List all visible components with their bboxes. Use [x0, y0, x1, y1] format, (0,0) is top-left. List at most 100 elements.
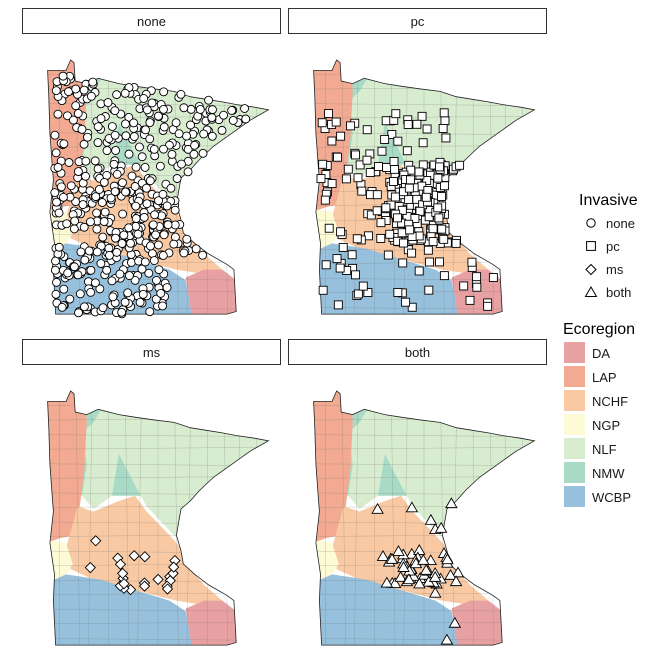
site-point-circle: [137, 264, 147, 274]
site-point-square: [418, 138, 428, 148]
site-point-circle: [198, 148, 208, 158]
site-point-circle: [142, 183, 151, 193]
site-point-circle: [149, 256, 159, 266]
site-point-circle: [158, 301, 167, 311]
site-point-circle: [63, 268, 73, 278]
site-point-square: [357, 186, 367, 196]
county-line: [47, 621, 269, 625]
site-point-circle: [162, 283, 172, 292]
facet-strip-label: none: [137, 13, 166, 29]
site-point-diamond: [84, 561, 96, 574]
site-point-square: [472, 282, 482, 292]
site-point-circle: [53, 162, 63, 172]
site-point-square: [327, 179, 337, 189]
site-point-square: [467, 257, 477, 267]
site-point-circle: [112, 90, 122, 100]
county-line: [88, 391, 93, 646]
site-point-circle: [140, 162, 150, 172]
county-line: [313, 405, 535, 408]
site-point-square: [434, 213, 444, 223]
site-point-circle: [127, 171, 137, 181]
site-point-circle: [96, 259, 106, 268]
site-point-circle: [176, 89, 186, 99]
site-point-circle: [118, 209, 128, 219]
site-point-triangle: [441, 553, 454, 565]
ecoregion-legend-label: NLF: [592, 442, 617, 457]
site-point-circle: [217, 125, 227, 135]
site-point-circle: [189, 149, 199, 159]
site-point-square: [402, 146, 412, 156]
site-point-square: [376, 218, 386, 228]
site-point-triangle: [385, 552, 399, 564]
site-markers: [316, 108, 498, 312]
county-line: [390, 391, 396, 646]
site-point-circle: [152, 275, 161, 285]
ecoregion-swatch-lap: [564, 366, 585, 387]
county-line: [313, 434, 535, 437]
site-point-circle: [96, 114, 106, 124]
site-point-circle: [123, 288, 133, 298]
site-point-triangle: [419, 563, 433, 575]
ecoregion-swatch-da: [564, 342, 585, 363]
site-point-square: [389, 157, 399, 166]
site-point-circle: [94, 185, 104, 194]
site-point-circle: [65, 294, 75, 304]
site-point-square: [333, 152, 342, 162]
site-point-square: [428, 237, 438, 247]
county-line: [313, 638, 535, 641]
site-point-triangle: [444, 568, 457, 580]
site-point-circle: [84, 246, 94, 256]
site-point-square: [343, 164, 353, 174]
site-point-circle: [149, 144, 159, 154]
legend-key-diamond: [585, 263, 597, 276]
site-point-square: [393, 136, 403, 146]
site-point-diamond: [139, 551, 151, 563]
site-point-circle: [133, 229, 143, 239]
site-point-circle: [131, 201, 141, 211]
site-point-square: [353, 289, 363, 299]
site-point-circle: [159, 104, 168, 114]
site-point-circle: [115, 269, 125, 279]
site-point-square: [393, 213, 402, 223]
site-point-circle: [50, 265, 60, 275]
site-point-square: [338, 242, 348, 252]
site-point-square: [407, 248, 417, 258]
site-point-circle: [174, 129, 184, 139]
site-point-square: [459, 281, 469, 291]
site-point-circle: [63, 111, 72, 121]
site-point-square: [441, 133, 451, 143]
site-point-circle: [142, 105, 152, 115]
site-point-square: [435, 257, 444, 267]
ecoregion-wcbp: [313, 574, 459, 646]
county-line: [313, 447, 535, 450]
site-point-square: [437, 224, 447, 234]
site-point-circle: [108, 292, 118, 302]
site-point-circle: [159, 122, 169, 132]
site-point-circle: [186, 104, 196, 114]
site-point-square: [318, 285, 328, 295]
site-point-square: [404, 183, 414, 193]
site-point-triangle: [428, 586, 442, 598]
county-line: [354, 391, 359, 646]
site-point-triangle: [434, 521, 448, 533]
site-point-circle: [177, 159, 186, 169]
county-line: [313, 290, 535, 294]
ecoregion-swatch-nlf: [564, 438, 585, 459]
site-point-circle: [163, 220, 173, 230]
site-point-circle: [111, 233, 120, 243]
county-line: [341, 60, 347, 315]
site-point-square: [363, 288, 373, 297]
ecoregion-wcbp: [47, 574, 193, 646]
site-point-triangle: [413, 577, 426, 589]
county-line: [403, 391, 408, 646]
site-point-circle: [120, 119, 130, 129]
site-point-circle: [140, 257, 150, 267]
site-point-circle: [124, 149, 134, 159]
site-point-square: [318, 159, 328, 169]
site-point-circle: [92, 247, 102, 257]
site-point-square: [401, 297, 411, 307]
site-point-circle: [90, 156, 100, 166]
site-point-square: [439, 108, 449, 118]
